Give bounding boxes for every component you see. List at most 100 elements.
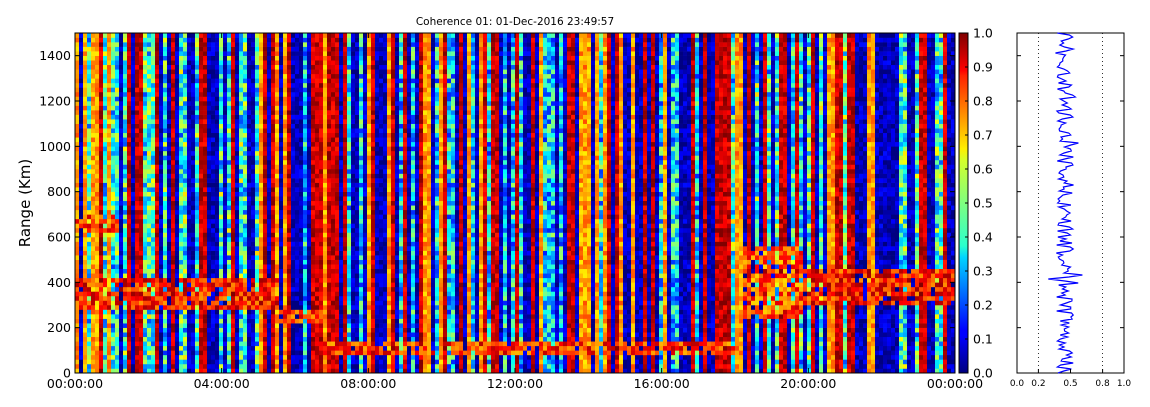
- heatmap-cell: [219, 354, 224, 360]
- heatmap-cell: [339, 173, 344, 179]
- heatmap-cell: [215, 227, 220, 233]
- heatmap-cell: [107, 55, 112, 61]
- heatmap-cell: [331, 314, 336, 319]
- heatmap-cell: [127, 332, 132, 338]
- heatmap-cell: [231, 259, 236, 265]
- heatmap-cell: [107, 232, 112, 238]
- heatmap-cell: [91, 114, 96, 120]
- heatmap-cell: [107, 96, 112, 102]
- heatmap-cell: [291, 300, 296, 306]
- heatmap-cell: [323, 237, 328, 242]
- heatmap-cell: [191, 314, 196, 319]
- heatmap-cell: [207, 214, 212, 220]
- heatmap-cell: [263, 232, 268, 238]
- heatmap-cell: [203, 255, 208, 260]
- heatmap-cell: [215, 246, 220, 251]
- heatmap-cell: [167, 110, 172, 115]
- heatmap-cell: [159, 282, 164, 288]
- heatmap-cell: [215, 69, 220, 75]
- heatmap-cell: [95, 91, 100, 97]
- heatmap-cell: [175, 205, 180, 211]
- heatmap-cell: [135, 128, 140, 134]
- heatmap-cell: [203, 282, 208, 288]
- heatmap-cell: [219, 159, 224, 165]
- heatmap-cell: [331, 295, 336, 301]
- heatmap-cell: [279, 323, 284, 328]
- heatmap-cell: [283, 173, 288, 179]
- heatmap-cell: [115, 264, 120, 270]
- heatmap-cell: [135, 82, 140, 88]
- heatmap-cell: [255, 169, 260, 174]
- heatmap-cell: [199, 164, 204, 170]
- heatmap-cell: [267, 305, 272, 310]
- heatmap-cell: [183, 69, 188, 75]
- heatmap-cell: [123, 178, 128, 183]
- heatmap-cell: [215, 323, 220, 328]
- heatmap-cell: [303, 359, 308, 365]
- heatmap-cell: [239, 268, 244, 274]
- heatmap-cell: [111, 291, 116, 297]
- heatmap-cell: [327, 42, 332, 47]
- heatmap-cell: [259, 341, 264, 347]
- heatmap-cell: [183, 318, 188, 324]
- heatmap-cell: [335, 173, 340, 179]
- heatmap-cell: [75, 205, 80, 211]
- heatmap-cell: [107, 178, 112, 183]
- heatmap-cell: [119, 60, 124, 66]
- heatmap-cell: [247, 191, 252, 197]
- heatmap-cell: [251, 282, 256, 288]
- heatmap-cell: [215, 110, 220, 115]
- heatmap-cell: [311, 291, 316, 297]
- heatmap-cell: [119, 164, 124, 170]
- heatmap-cell: [231, 146, 236, 152]
- heatmap-cell: [147, 332, 152, 338]
- heatmap-cell: [311, 141, 316, 147]
- heatmap-cell: [163, 232, 168, 238]
- heatmap-cell: [275, 78, 280, 84]
- heatmap-cell: [179, 327, 184, 333]
- heatmap-cell: [323, 78, 328, 84]
- heatmap-cell: [231, 159, 236, 165]
- heatmap-cell: [335, 314, 340, 319]
- heatmap-cell: [75, 336, 80, 342]
- heatmap-cell: [215, 259, 220, 265]
- heatmap-cell: [215, 196, 220, 202]
- heatmap-cell: [91, 55, 96, 61]
- heatmap-cell: [231, 318, 236, 324]
- heatmap-cell: [243, 268, 248, 274]
- heatmap-cell: [163, 268, 168, 274]
- heatmap-cell: [115, 223, 120, 229]
- heatmap-cell: [251, 150, 256, 156]
- heatmap-cell: [75, 155, 80, 161]
- heatmap-cell: [283, 268, 288, 274]
- heatmap-cell: [231, 250, 236, 256]
- heatmap-cell: [323, 55, 328, 61]
- heatmap-cell: [319, 60, 324, 66]
- heatmap-cell: [323, 46, 328, 52]
- heatmap-cell: [255, 200, 260, 206]
- heatmap-cell: [99, 305, 104, 310]
- heatmap-cell: [203, 350, 208, 356]
- heatmap-cell: [191, 368, 196, 374]
- heatmap-cell: [139, 178, 144, 183]
- heatmap-cell: [223, 295, 228, 301]
- heatmap-cell: [191, 55, 196, 61]
- heatmap-cell: [319, 173, 324, 179]
- heatmap-cell: [135, 241, 140, 247]
- heatmap-cell: [287, 350, 292, 356]
- heatmap-cell: [123, 250, 128, 256]
- heatmap-cell: [147, 119, 152, 124]
- heatmap-cell: [143, 137, 148, 143]
- heatmap-cell: [235, 69, 240, 75]
- heatmap-cell: [175, 132, 180, 138]
- heatmap-cell: [127, 146, 132, 152]
- heatmap-cell: [203, 286, 208, 292]
- heatmap-cell: [83, 187, 88, 192]
- heatmap-cell: [239, 159, 244, 165]
- heatmap-cell: [227, 237, 232, 242]
- heatmap-cell: [143, 182, 148, 188]
- heatmap-cell: [79, 73, 84, 79]
- heatmap-cell: [275, 268, 280, 274]
- heatmap-cell: [275, 309, 280, 315]
- heatmap-cell: [95, 277, 100, 283]
